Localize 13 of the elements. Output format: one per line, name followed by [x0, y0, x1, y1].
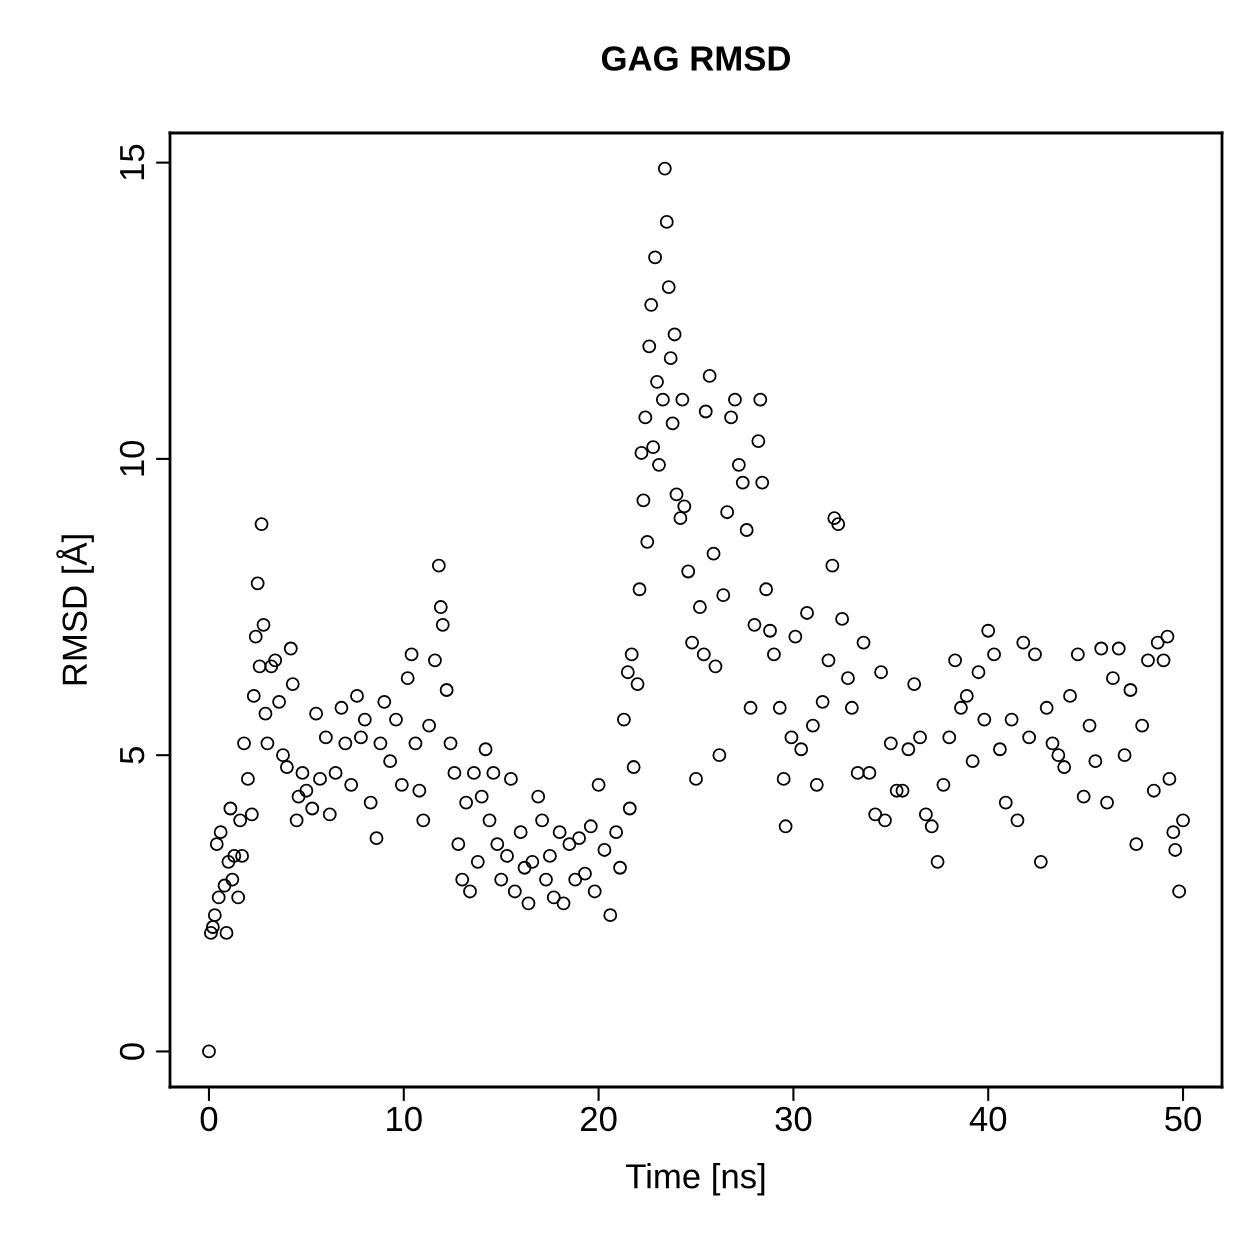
x-tick-label: 50 [1165, 1106, 1201, 1132]
x-tick-label: 10 [387, 1106, 422, 1132]
x-tick-label: 0 [200, 1106, 218, 1132]
x-tick-label: 30 [775, 1106, 812, 1132]
chart-title: GAG RMSD [601, 46, 791, 71]
y-tick-label: 10 [119, 440, 145, 476]
x-axis-title: Time [ns] [626, 1163, 765, 1196]
y-tick-label: 0 [119, 1043, 145, 1060]
x-tick-label: 20 [581, 1106, 617, 1132]
y-axis-title: RMSD [Å] [56, 535, 94, 685]
x-tick-label: 40 [969, 1106, 1007, 1132]
y-tick-label: 15 [120, 144, 145, 180]
y-tick-label: 5 [120, 746, 145, 764]
